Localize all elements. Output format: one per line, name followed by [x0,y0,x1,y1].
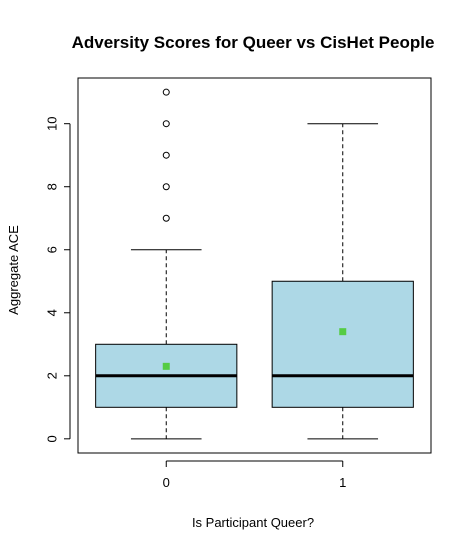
y-tick-label: 2 [45,372,60,379]
chart-title: Adversity Scores for Queer vs CisHet Peo… [72,33,435,52]
y-tick-label: 4 [45,309,60,316]
outlier-point [162,88,170,96]
y-tick-label: 8 [45,183,60,190]
outlier-point [162,183,170,191]
x-tick-label: 0 [163,475,170,490]
plot-frame [77,77,432,454]
y-axis-title: Aggregate ACE [6,225,21,315]
outlier-point [162,214,170,222]
outlier-point [162,151,170,159]
mean-marker [339,328,347,336]
x-tick-label: 1 [339,475,346,490]
y-tick-label: 6 [45,246,60,253]
mean-marker [162,362,170,370]
outlier-point [162,120,170,128]
box-iqr [271,280,414,408]
chart-marks: 0 2 4 6 8 10 0 1 [45,88,414,490]
y-tick-label: 0 [45,435,60,442]
y-tick-label: 10 [45,116,60,130]
x-axis-title: Is Participant Queer? [192,515,314,530]
